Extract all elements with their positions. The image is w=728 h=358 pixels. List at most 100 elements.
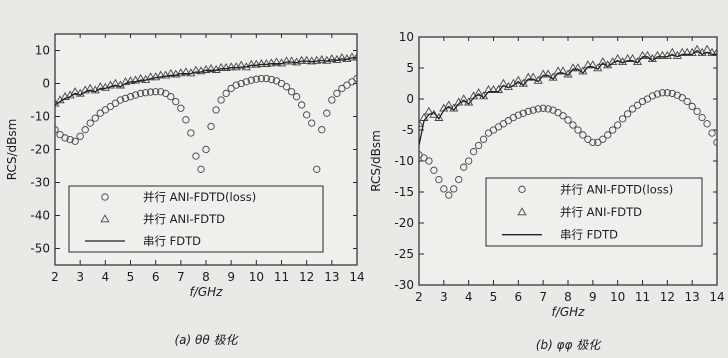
data-point-ani-fdtd — [543, 69, 553, 78]
y-tick-label: -30 — [30, 176, 50, 190]
data-point-ani-fdtd-loss — [61, 134, 69, 142]
data-point-ani-fdtd — [637, 50, 648, 59]
data-point-ani-fdtd-loss — [348, 78, 356, 86]
data-point-ani-fdtd — [337, 53, 347, 62]
data-point-ani-fdtd — [266, 58, 276, 67]
data-point-ani-fdtd-loss — [91, 114, 99, 122]
y-tick-label: 10 — [399, 30, 414, 44]
data-point-ani-fdtd-loss — [514, 111, 522, 119]
x-tick-label: 6 — [152, 270, 160, 284]
data-point-ani-fdtd — [136, 73, 146, 82]
series-line-serial-fdtd — [419, 49, 717, 146]
data-point-ani-fdtd-loss — [242, 78, 250, 86]
data-point-ani-fdtd-loss — [430, 166, 438, 174]
data-point-ani-fdtd — [176, 68, 186, 77]
data-point-ani-fdtd-loss — [96, 109, 104, 117]
data-point-ani-fdtd-loss — [187, 129, 195, 137]
y-axis-label: RCS/dBsm — [369, 130, 383, 192]
data-point-ani-fdtd — [181, 67, 191, 76]
y-tick-label: -25 — [394, 247, 414, 261]
data-point-ani-fdtd — [488, 84, 499, 93]
data-point-ani-fdtd — [568, 63, 578, 72]
data-point-ani-fdtd-loss — [648, 92, 657, 100]
x-tick-label: 8 — [564, 290, 572, 304]
data-point-ani-fdtd-loss — [262, 74, 271, 83]
data-point-ani-fdtd — [642, 50, 653, 59]
x-tick-label: 8 — [202, 270, 210, 284]
x-tick-label: 14 — [349, 270, 364, 284]
x-tick-label: 10 — [249, 270, 264, 284]
data-point-ani-fdtd-loss — [308, 119, 316, 127]
data-point-ani-fdtd — [166, 68, 176, 77]
y-tick-label: -10 — [30, 110, 50, 124]
data-point-ani-fdtd-loss — [460, 163, 468, 171]
panel-caption: (a) θθ 极化 — [174, 333, 239, 347]
y-tick-label: 5 — [406, 61, 414, 75]
x-tick-label: 4 — [102, 270, 110, 284]
legend-entry-label: 并行 ANI-FDTD — [143, 212, 225, 226]
panel-b: 2 3 4 5 6 7 8 9 10 11 12 13 14 10 5 0 -5 -10 -15 -20 -25 -30 f… — [369, 30, 725, 352]
data-point-ani-fdtd-loss — [152, 88, 160, 96]
data-point-ani-fdtd-loss — [277, 79, 286, 88]
data-point-ani-fdtd-loss — [658, 89, 667, 97]
data-point-ani-fdtd-loss — [131, 91, 140, 99]
panel-caption: (b) φφ 极化 — [536, 338, 602, 352]
data-point-ani-fdtd-loss — [455, 175, 463, 184]
data-point-ani-fdtd-loss — [425, 157, 433, 165]
data-point-ani-fdtd — [623, 53, 633, 63]
data-point-ani-fdtd — [444, 100, 454, 109]
data-point-ani-fdtd-loss — [292, 93, 301, 101]
data-point-ani-fdtd — [712, 47, 717, 56]
data-point-ani-fdtd — [281, 56, 292, 65]
data-point-ani-fdtd-loss — [126, 93, 135, 101]
legend: 并行 ANI-FDTD(loss) 并行 ANI-FDTD 串行 FDTD — [68, 185, 324, 253]
data-point-ani-fdtd-loss — [297, 101, 306, 109]
data-point-ani-fdtd-loss — [222, 89, 230, 98]
legend-entry-label: 并行 ANI-FDTD(loss) — [143, 190, 256, 204]
y-tick-label: -30 — [394, 278, 414, 292]
data-point-ani-fdtd-loss — [106, 102, 115, 111]
data-point-ani-fdtd-loss — [609, 126, 617, 134]
data-point-ani-fdtd-loss — [252, 75, 260, 83]
y-tick-label: -50 — [30, 242, 50, 256]
x-tick-label: 11 — [635, 290, 650, 304]
x-tick-label: 5 — [127, 270, 135, 284]
data-point-ani-fdtd-loss — [529, 106, 537, 114]
data-point-ani-fdtd — [692, 44, 702, 53]
data-point-ani-fdtd-loss — [465, 157, 473, 165]
series-group — [55, 52, 357, 173]
data-point-ani-fdtd-loss — [668, 89, 676, 98]
data-point-ani-fdtd-loss — [574, 126, 582, 134]
data-point-ani-fdtd-loss — [564, 116, 572, 124]
data-point-ani-fdtd — [256, 58, 266, 67]
x-tick-label: 9 — [227, 270, 235, 284]
x-tick-label: 6 — [515, 290, 523, 304]
x-tick-label: 9 — [589, 290, 597, 304]
data-point-ani-fdtd-loss — [141, 89, 150, 97]
data-point-ani-fdtd — [226, 62, 236, 71]
data-point-ani-fdtd — [287, 56, 297, 65]
data-point-ani-fdtd-loss — [146, 88, 155, 96]
data-point-ani-fdtd — [146, 72, 156, 81]
y-tick-label: -20 — [394, 216, 414, 230]
data-point-ani-fdtd — [352, 52, 357, 61]
data-point-ani-fdtd-loss — [328, 96, 336, 104]
legend-triangle-marker — [517, 207, 527, 216]
data-point-ani-fdtd-loss — [678, 94, 686, 102]
data-point-ani-fdtd-loss — [192, 152, 200, 160]
data-point-ani-fdtd — [513, 75, 523, 84]
y-tick-label: -10 — [394, 154, 414, 168]
data-point-ani-fdtd-loss — [111, 99, 120, 107]
data-point-ani-fdtd-loss — [81, 126, 89, 134]
data-point-ani-fdtd-loss — [282, 83, 291, 91]
data-point-ani-fdtd — [419, 119, 424, 128]
data-point-ani-fdtd — [271, 57, 282, 66]
data-point-ani-fdtd — [459, 94, 469, 103]
series-group — [419, 44, 717, 199]
data-point-ani-fdtd — [538, 69, 548, 78]
x-tick-label: 7 — [539, 290, 547, 304]
data-point-ani-fdtd-loss — [445, 191, 453, 199]
data-point-ani-fdtd-loss — [177, 104, 185, 112]
x-tick-label: 3 — [440, 290, 448, 304]
data-point-ani-fdtd — [302, 55, 312, 64]
